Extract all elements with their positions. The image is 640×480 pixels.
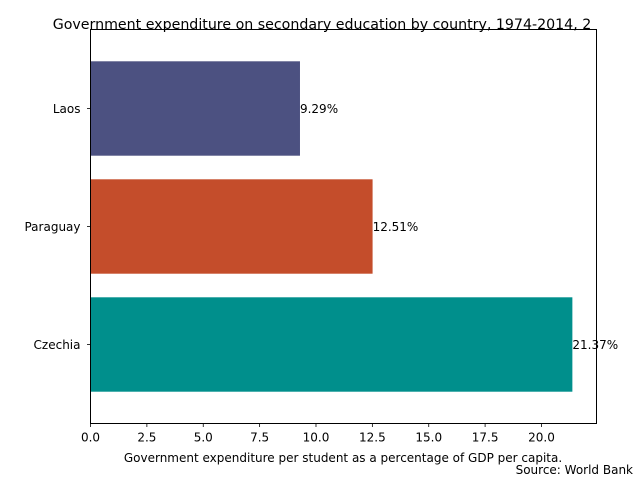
data-label-paraguay: 12.51% — [373, 220, 419, 234]
x-tick-label: 20.0 — [528, 431, 555, 445]
bars-group — [90, 61, 573, 392]
x-tick-label: 12.5 — [359, 431, 386, 445]
bar-paraguay — [90, 179, 373, 274]
data-label-czechia: 21.37% — [572, 338, 618, 352]
x-tick-label: 5.0 — [194, 431, 213, 445]
bar-czechia — [90, 297, 573, 392]
x-axis-label: Government expenditure per student as a … — [124, 451, 562, 465]
y-axis: Laos Paraguay Czechia — [24, 102, 91, 352]
data-label-laos: 9.29% — [300, 102, 338, 116]
x-tick-label: 7.5 — [250, 431, 269, 445]
x-tick-label: 15.0 — [415, 431, 442, 445]
x-tick-label: 10.0 — [303, 431, 330, 445]
x-tick-label: 2.5 — [137, 431, 156, 445]
chart-title: Government expenditure on secondary educ… — [53, 17, 592, 33]
bar-laos — [90, 61, 300, 156]
y-tick-label-paraguay: Paraguay — [24, 220, 80, 234]
x-tick-label: 17.5 — [472, 431, 499, 445]
plot-frame — [90, 29, 597, 424]
y-tick-label-laos: Laos — [53, 102, 81, 116]
data-labels-group: 9.29% 12.51% 21.37% — [300, 102, 618, 352]
y-tick-label-czechia: Czechia — [34, 338, 81, 352]
source-note: Source: World Bank — [516, 463, 633, 477]
x-axis: 0.0 2.5 5.0 7.5 10.0 12.5 15.0 17.5 20.0 — [81, 423, 555, 445]
x-tick-label: 0.0 — [81, 431, 100, 445]
